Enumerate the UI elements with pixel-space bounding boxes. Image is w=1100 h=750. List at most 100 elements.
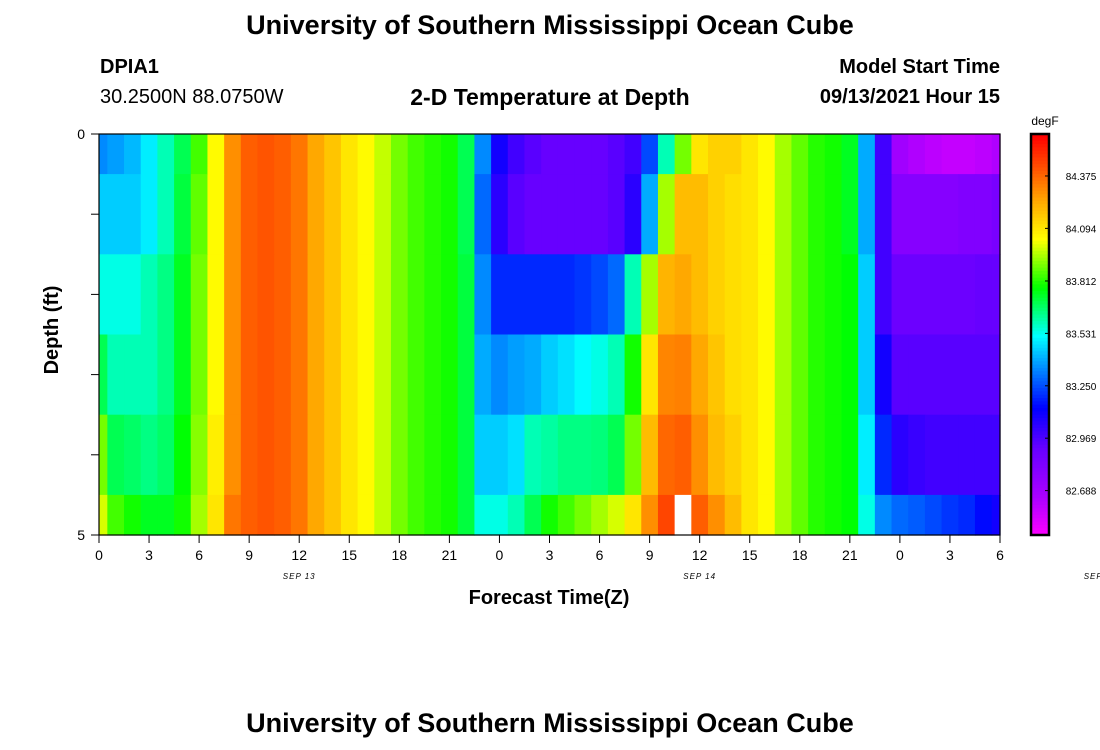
colorbar-segment [1031,531,1049,536]
heatmap-cell [140,254,158,336]
heatmap-cell [758,414,776,496]
colorbar-segment [1031,354,1049,359]
heatmap-cell [824,174,843,255]
heatmap-cell [174,414,192,496]
heatmap-cell [207,494,225,536]
heatmap-cell [691,494,709,536]
heatmap-cell [290,494,309,536]
heatmap-cell [157,494,175,536]
heatmap-cell [607,254,626,336]
heatmap-cell [374,174,392,255]
colorbar-segment [1031,301,1049,306]
colorbar-segment [1031,187,1049,192]
heatmap-cell [474,254,492,336]
heatmap-cell [491,174,509,255]
heatmap-cell [924,494,943,536]
colorbar-tick-label: 83.250 [1066,382,1097,393]
heatmap-cell [257,494,275,536]
colorbar-segment [1031,367,1049,372]
colorbar-segment [1031,167,1049,172]
heatmap-cell [791,254,809,336]
heatmap-cell [708,414,726,496]
heatmap-cell [99,494,108,536]
heatmap-cell [741,254,759,336]
heatmap-cell [724,254,742,336]
heatmap-cell [99,134,108,175]
heatmap-cell [140,414,158,496]
colorbar-segment [1031,214,1049,219]
heatmap-cell [357,174,375,255]
colorbar-segment [1031,351,1049,356]
heatmap-cell [908,334,926,416]
heatmap-cell [407,494,425,536]
heatmap-cell [474,174,492,255]
colorbar-segment [1031,504,1049,509]
colorbar-segment [1031,157,1049,162]
heatmap-cell [174,494,192,536]
colorbar-segment [1031,177,1049,182]
heatmap-cell [340,334,359,416]
heatmap-cell [708,494,726,536]
colorbar-segment [1031,344,1049,349]
heatmap-cell [908,174,926,255]
heatmap-cell [657,334,676,416]
heatmap-cell [157,414,175,496]
heatmap-cell [274,254,292,336]
colorbar-segment [1031,434,1049,439]
colorbar-segment [1031,247,1049,252]
heatmap-cell [224,134,242,175]
y-axis: 05 [77,126,99,543]
colorbar-segment [1031,521,1049,526]
colorbar-segment [1031,411,1049,416]
heatmap-cell [941,494,959,536]
heatmap-cell [574,134,592,175]
heatmap-cell [424,254,442,336]
heatmap-cell [474,334,492,416]
heatmap-cell [624,174,642,255]
heatmap-cell [524,254,542,336]
colorbar-segment [1031,387,1049,392]
heatmap-cell [307,174,325,255]
x-tick-label: 18 [392,547,408,563]
colorbar-segment [1031,237,1049,242]
heatmap-cell [357,494,375,536]
heatmap-cell [307,334,325,416]
heatmap-cell [207,174,225,255]
heatmap-cell [324,134,342,175]
heatmap-cell [691,174,709,255]
heatmap-cell [758,334,776,416]
x-tick-label: 3 [145,547,153,563]
heatmap-cell [607,414,626,496]
heatmap-cell [240,134,259,175]
heatmap-cell [491,334,509,416]
heatmap-cell [190,494,209,536]
colorbar-segment [1031,297,1049,302]
heatmap-cell [557,334,576,416]
heatmap-cell [724,174,742,255]
colorbar-segment [1031,391,1049,396]
heatmap-cell [674,334,692,416]
x-tick-label: 12 [291,547,307,563]
heatmap-cell [657,414,676,496]
colorbar-segment [1031,184,1049,189]
colorbar-segment [1031,224,1049,229]
heatmap-cell [708,134,726,175]
heatmap-cell [174,134,192,175]
station-coordinates: 30.2500N 88.0750W [100,86,284,108]
colorbar-segment [1031,347,1049,352]
heatmap-cell [591,414,609,496]
heatmap-cell [257,334,275,416]
heatmap-cell [541,414,559,496]
heatmap-cell [591,494,609,536]
colorbar-segment [1031,498,1049,503]
colorbar-segment [1031,474,1049,479]
heatmap-cell [390,134,409,175]
heatmap-cell [958,254,976,336]
heatmap-cell [774,494,793,536]
heatmap-cell [140,174,158,255]
colorbar-segment [1031,164,1049,169]
heatmap-cell [791,414,809,496]
heatmap-cell [257,414,275,496]
heatmap-cell [507,254,526,336]
